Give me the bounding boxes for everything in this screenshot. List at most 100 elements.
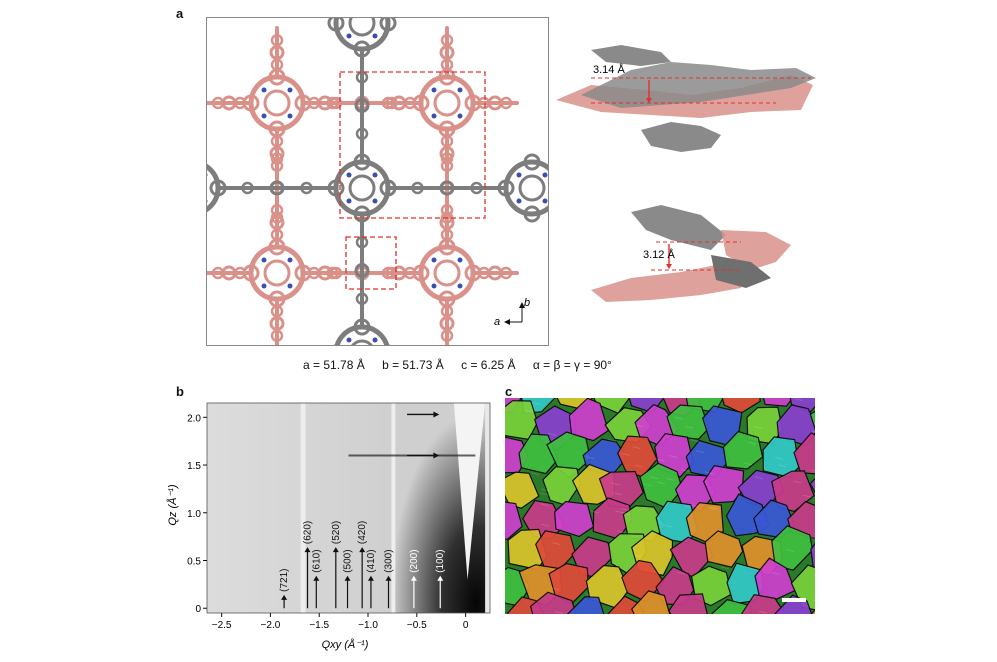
grain-domain [505, 471, 540, 509]
grain-domain [704, 530, 744, 568]
peak-label: (520) [331, 521, 342, 544]
x-tick-label: −0.5 [407, 620, 427, 631]
cell-param-b: b = 51.73 Å [382, 358, 444, 372]
axis-label-a: a [494, 316, 500, 328]
peak-marker: (610) [311, 549, 322, 609]
grain-domain [666, 404, 710, 440]
grain-domain [631, 590, 671, 614]
y-tick-label: 1.5 [187, 461, 201, 472]
cell-parameters: a = 51.78 Å b = 51.73 Å c = 6.25 Å α = β… [303, 358, 683, 372]
porphyrin-node [207, 163, 227, 213]
giwaxs-xlabel: Qxy (Å⁻¹) [322, 638, 369, 651]
y-tick-label: 1.0 [187, 509, 201, 520]
porphyrin-node [242, 238, 312, 308]
peak-marker: (200) [409, 549, 420, 609]
cell-param-a: a = 51.78 Å [303, 358, 365, 372]
peak-label: (300) [384, 549, 395, 572]
peak-marker: (300) [384, 549, 395, 609]
stacking-side-views-svg: 3.14 Å 3.12 Å [556, 45, 816, 302]
grain-domain [529, 591, 577, 614]
y-tick-label: 2.0 [187, 413, 201, 424]
porphyrin-node [412, 68, 482, 138]
x-tick-label: −1.5 [309, 620, 329, 631]
stacking-distance-bottom: 3.12 Å [643, 248, 675, 261]
y-tick-label: 0 [195, 604, 201, 615]
x-tick-label: −1.0 [358, 620, 378, 631]
linker [354, 47, 370, 164]
grain-domain [554, 500, 595, 538]
y-tick-label: 0.5 [187, 557, 201, 568]
giwaxs-axes: −2.5 −2.0 −1.5 −1.0 −0.5 0 0 0.5 1.0 1.5 2.0 [187, 402, 491, 631]
linker [354, 212, 370, 329]
grain-domain [741, 593, 786, 614]
framework-structure-svg: b a [207, 18, 548, 345]
stacking-distance-top: 3.14 Å [593, 63, 625, 76]
grain-domain [505, 501, 523, 540]
porphyrin-node [412, 238, 482, 308]
peak-marker: (620) [303, 521, 314, 609]
highlight-box-small [345, 236, 397, 290]
top-stacking-view: 3.14 Å [556, 45, 816, 152]
giwaxs-pattern-panel: (721) (620) (610) (520) (500) (420) (410) (300)… [160, 395, 500, 657]
scale-bar [782, 598, 806, 602]
panel-label-b: b [176, 384, 184, 399]
axis-label-b: b [524, 297, 530, 309]
grain-domain [702, 465, 745, 504]
porphyrin-node [497, 153, 548, 223]
x-tick-label: −2.5 [212, 620, 232, 631]
grain-domain [809, 478, 815, 494]
grain-domain [566, 596, 605, 614]
giwaxs-svg: (721) (620) (610) (520)(500)(420) (410) (300)… [166, 402, 491, 651]
peak-label: (620) [303, 521, 314, 544]
peak-marker: (100) [435, 549, 446, 609]
detector-gap [391, 403, 397, 613]
panel-label-c: c [505, 384, 513, 399]
cell-param-c: c = 6.25 Å [461, 358, 516, 372]
axis-indicator: b a [494, 297, 530, 328]
bottom-stacking-view: 3.12 Å [591, 205, 791, 302]
cell-param-angles: α = β = γ = 90° [532, 358, 612, 372]
highlight-box-large [339, 71, 486, 219]
x-tick-label: 0 [463, 620, 469, 631]
grain-domain [771, 470, 815, 513]
polarized-optical-micrograph [505, 398, 815, 614]
linker [386, 180, 508, 196]
peak-label: (200) [409, 549, 420, 572]
peak-marker: (721) [279, 569, 290, 609]
domain-grains [505, 398, 815, 614]
peak-label: (721) [279, 569, 290, 592]
x-tick-label: −2.0 [261, 620, 281, 631]
giwaxs-plot-area: (721) (620) (610) (520)(500)(420) (410) (300)… [207, 403, 490, 613]
grain-domain [722, 430, 764, 470]
giwaxs-ylabel: Qz (Å⁻¹) [166, 484, 179, 526]
peak-marker: (410) [366, 549, 377, 609]
peak-label: (410) [366, 549, 377, 572]
porphyrin-node [333, 318, 391, 345]
porphyrin-node [242, 68, 312, 138]
detector-gap [300, 403, 306, 613]
framework-lattice [207, 18, 548, 345]
grain-domain [568, 398, 610, 442]
out-of-plane-arrow [407, 452, 440, 459]
grain-domain [762, 398, 794, 407]
porphyrin-node [327, 18, 397, 58]
porphyrin-node [327, 153, 397, 223]
grain-domain [810, 609, 815, 614]
peak-label: (100) [435, 549, 446, 572]
grain-domain [810, 542, 815, 572]
peak-label: (420) [357, 521, 368, 544]
linker [216, 180, 338, 196]
grain-domain [668, 593, 708, 614]
framework-structure-panel: b a [206, 17, 549, 346]
grain-domain [793, 432, 815, 475]
peak-marker: (520) [331, 521, 342, 609]
grain-domain [790, 564, 815, 611]
out-of-plane-arrow [407, 411, 440, 418]
peak-label: (610) [311, 549, 322, 572]
micrograph-svg [505, 398, 815, 614]
panel-label-a: a [176, 6, 184, 21]
missing-wedge [453, 403, 486, 580]
peak-marker: (420) [357, 521, 368, 609]
grain-domain [754, 557, 796, 600]
grain-domain [771, 525, 814, 571]
